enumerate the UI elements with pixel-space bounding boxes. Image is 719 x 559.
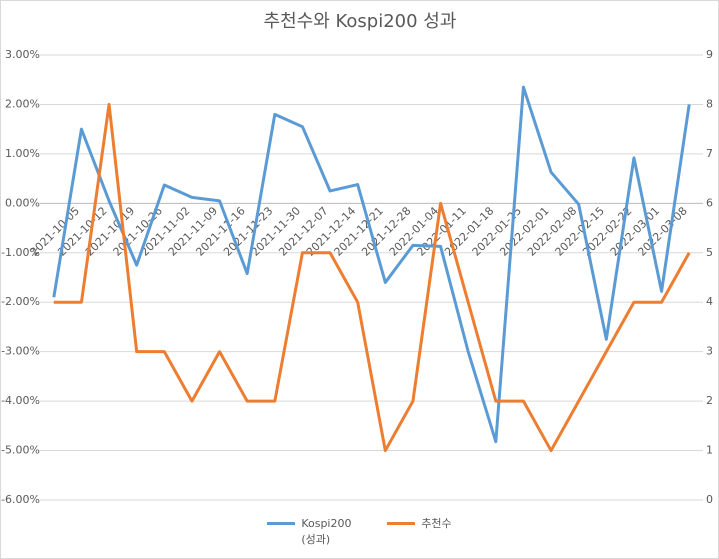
y2-tick-label: 0 xyxy=(706,493,713,506)
y2-tick-label: 6 xyxy=(706,196,713,209)
legend-item: 추천수 xyxy=(387,516,452,548)
series-line xyxy=(52,85,691,444)
y-tick-label: -4.00% xyxy=(1,394,40,407)
y-tick-label: 1.00% xyxy=(5,147,40,160)
y-tick-label: 0.00% xyxy=(5,196,40,209)
y-tick-label: -1.00% xyxy=(1,246,40,259)
legend: Kospi200 (성과) 추천수 xyxy=(0,516,719,548)
y2-tick-label: 2 xyxy=(706,394,713,407)
y-tick-label: 3.00% xyxy=(5,48,40,61)
y-tick-label: -6.00% xyxy=(1,493,40,506)
legend-label: 추천수 xyxy=(421,517,452,530)
y2-tick-label: 8 xyxy=(706,97,713,110)
y2-tick-label: 1 xyxy=(706,444,713,457)
y2-tick-label: 3 xyxy=(706,345,713,358)
legend-item: Kospi200 (성과) xyxy=(267,516,361,548)
legend-label: Kospi200 (성과) xyxy=(301,517,352,546)
y2-tick-label: 9 xyxy=(706,48,713,61)
chart-title: 추천수와 Kospi200 성과 xyxy=(264,11,457,32)
y2-tick-label: 4 xyxy=(706,295,713,308)
y-tick-label: -2.00% xyxy=(1,295,40,308)
legend-swatch xyxy=(267,522,296,525)
y-tick-label: -3.00% xyxy=(1,345,40,358)
series-line xyxy=(53,102,691,453)
y2-tick-label: 5 xyxy=(706,246,713,259)
y2-tick-label: 7 xyxy=(706,147,713,160)
y-tick-label: 2.00% xyxy=(5,97,40,110)
legend-swatch xyxy=(387,522,416,525)
y-tick-label: -5.00% xyxy=(1,444,40,457)
